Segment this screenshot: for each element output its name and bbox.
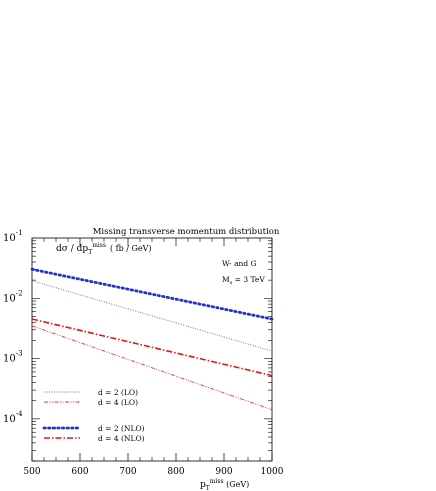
series-lines [30, 267, 274, 411]
x-tick-label: 500 [23, 467, 40, 477]
x-axis-label-sub: T [206, 485, 210, 491]
annotation-model: W- and G [222, 259, 257, 268]
y-axis-label-unit: ( fb / GeV) [110, 244, 152, 253]
legend-label: d = 2 (LO) [98, 388, 138, 397]
legend-label: d = 2 (NLO) [98, 424, 145, 433]
legend: d = 2 (LO)d = 4 (LO) d = 2 (NLO)d = 4 (NL… [42, 388, 145, 443]
x-tick-label: 800 [167, 467, 184, 477]
y-axis-label: dσ / dpTmiss ( fb / GeV) [56, 242, 152, 256]
x-axis-label: pTmiss (GeV) [200, 478, 249, 491]
legend-label: d = 4 (NLO) [98, 434, 145, 443]
series-line-1 [31, 280, 273, 352]
x-tick-label: 1000 [261, 467, 284, 477]
y-axis-label-sub: T [88, 249, 92, 256]
y-tick-label: 10-2 [3, 289, 23, 304]
y-tick-label: 10-4 [3, 410, 23, 425]
y-tick-label: 10-1 [3, 229, 23, 244]
x-axis-label-main: p [200, 480, 206, 490]
x-axis-label-unit: (GeV) [224, 480, 250, 489]
annotation-mass-rest: = 3 TeV [232, 275, 265, 284]
series-line-2 [31, 325, 273, 411]
annotation-mass: Ms = 3 TeV [222, 275, 265, 286]
y-axis-label-sup: miss [92, 242, 106, 249]
legend-label: d = 4 (LO) [98, 398, 138, 407]
x-axis: 500 600 700 800 900 1000 [23, 238, 284, 477]
y-axis-label-main: dσ / dp [56, 244, 88, 254]
chart-title: Missing transverse momentum distribution [93, 227, 280, 237]
x-tick-label: 600 [71, 467, 88, 477]
y-tick-label: 10-3 [3, 350, 23, 365]
y-axis: 10-1 10-2 10-3 10-4 [3, 229, 272, 462]
x-tick-label: 900 [215, 467, 232, 477]
series-line-4 [31, 318, 273, 377]
annotation-mass-sub: s [230, 280, 233, 286]
series-line-3 [30, 267, 274, 321]
annotation-mass-main: M [222, 275, 230, 284]
x-axis-label-sup: miss [210, 478, 224, 485]
x-tick-label: 700 [119, 467, 136, 477]
